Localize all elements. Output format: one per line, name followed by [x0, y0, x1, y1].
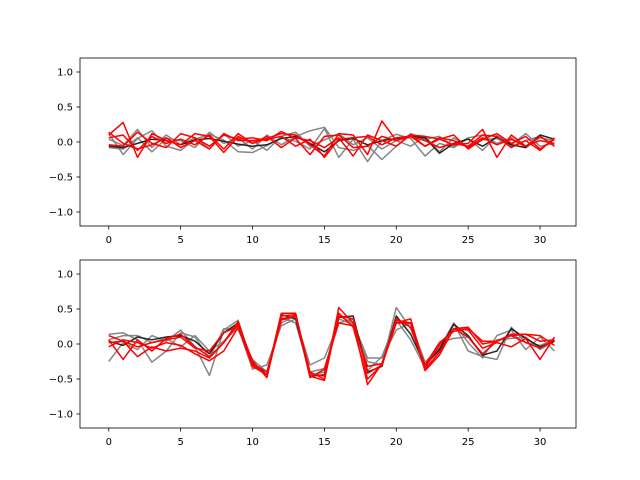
top-series-line-5 [108, 130, 555, 156]
bottom-y-tick-label-3: 0.5 [57, 305, 73, 316]
bottom-x-tick-label-1: 5 [177, 437, 183, 448]
top-x-tick-label-4: 20 [390, 235, 403, 246]
top-x-tick-label-1: 5 [177, 235, 183, 246]
bottom-x-tick-label-5: 25 [462, 437, 475, 448]
bottom-series-line-7 [108, 315, 555, 377]
bottom-y-tick-label-4: 1.0 [57, 270, 73, 281]
top-x-tick-label-3: 15 [318, 235, 331, 246]
top-y-tick-label-0: −1.0 [49, 208, 73, 219]
bottom-y-tick-label-1: −0.5 [49, 375, 73, 386]
top-y-tick-label-2: 0.0 [57, 138, 73, 149]
top-x-tick-label-2: 10 [246, 235, 259, 246]
top-x-tick-label-5: 25 [462, 235, 475, 246]
top-x-tick-label-0: 0 [106, 235, 112, 246]
top-subplot: 0 5 10 15 20 25 30 −1.0 −0.5 0.0 0.5 1.0 [49, 57, 577, 246]
bottom-subplot: 0 5 10 15 20 25 30 −1.0 −0.5 0.0 0.5 1.0 [49, 259, 577, 448]
top-series-line-6 [108, 131, 555, 159]
bottom-x-tick-label-2: 10 [246, 437, 259, 448]
bottom-series-group [108, 306, 556, 386]
top-series-line-4 [108, 120, 555, 159]
top-series-group [108, 120, 555, 163]
bottom-x-tick-label-0: 0 [106, 437, 112, 448]
top-y-tick-label-3: 0.5 [57, 103, 73, 114]
bottom-y-tick-label-0: −1.0 [49, 410, 73, 421]
top-series-line-7 [108, 132, 555, 157]
bottom-x-tick-label-4: 20 [390, 437, 403, 448]
bottom-y-tick-label-2: 0.0 [57, 340, 73, 351]
top-series-line-3 [108, 134, 555, 154]
bottom-x-tick-label-3: 15 [318, 437, 331, 448]
bottom-x-tick-label-6: 30 [534, 437, 547, 448]
top-y-tick-label-4: 1.0 [57, 68, 73, 79]
top-y-tick-label-1: −0.5 [49, 173, 73, 184]
top-x-tick-label-6: 30 [534, 235, 547, 246]
